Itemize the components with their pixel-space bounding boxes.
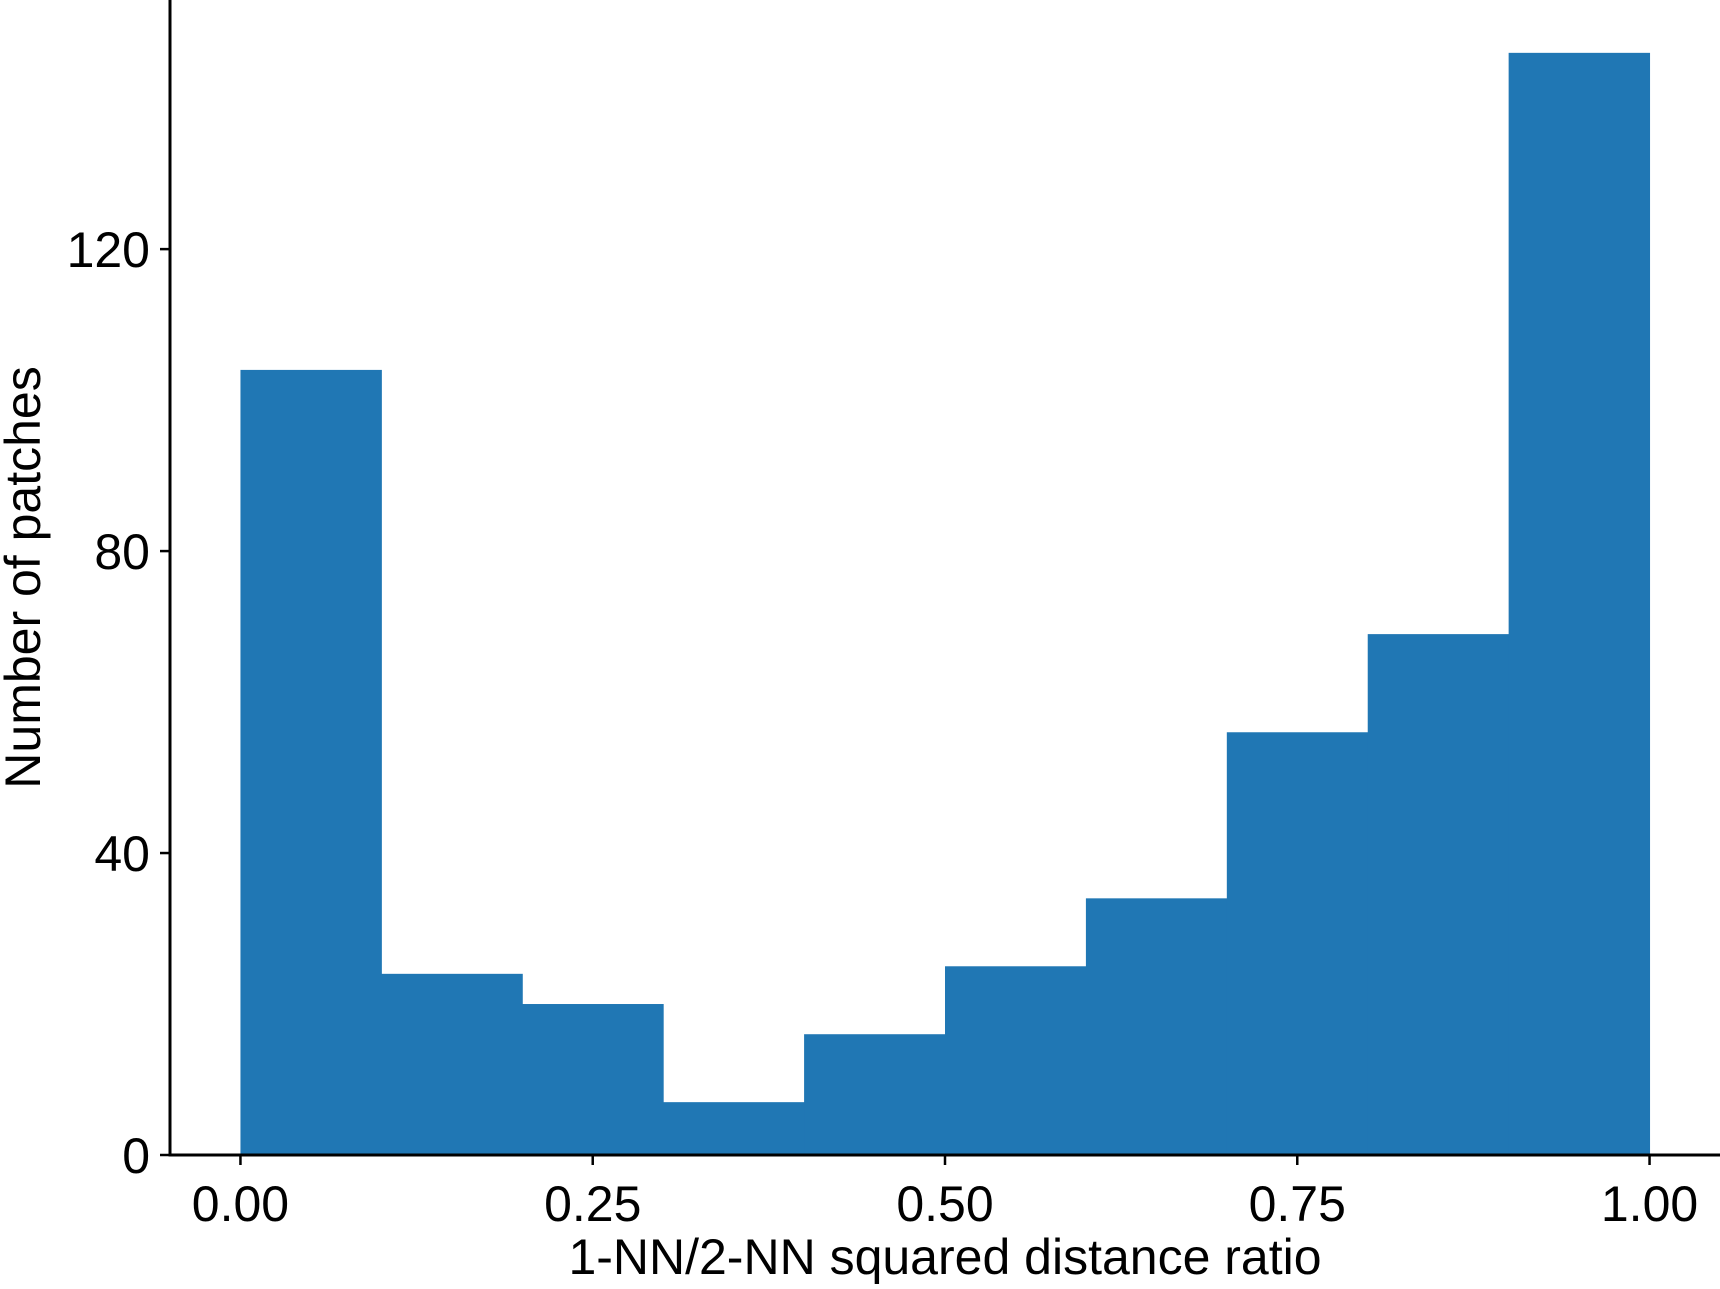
histogram-bar	[1085, 898, 1228, 1155]
histogram-bar	[1508, 52, 1651, 1155]
x-tick-label: 0.00	[192, 1176, 289, 1232]
histogram-bar	[240, 369, 382, 1155]
histogram-bar	[1367, 634, 1510, 1155]
y-axis-ticks: 0 40 80 120	[67, 222, 170, 1184]
y-tick-label: 80	[94, 524, 150, 580]
histogram-bar	[945, 966, 1087, 1155]
bars-group	[240, 52, 1651, 1155]
histogram-bar	[381, 973, 523, 1155]
y-tick-label: 0	[122, 1128, 150, 1184]
histogram-bar	[522, 1004, 664, 1155]
y-axis-label: Number of patches	[0, 366, 51, 788]
y-tick-label: 120	[67, 222, 150, 278]
histogram-bar	[663, 1102, 805, 1155]
x-axis-label: 1-NN/2-NN squared distance ratio	[568, 1229, 1321, 1284]
x-tick-label: 0.50	[896, 1176, 993, 1232]
x-tick-label: 1.00	[1601, 1176, 1698, 1232]
histogram-bar	[1226, 732, 1369, 1155]
x-tick-label: 0.75	[1249, 1176, 1346, 1232]
y-tick-label: 40	[94, 826, 150, 882]
histogram-bar	[804, 1034, 946, 1155]
x-tick-label: 0.25	[544, 1176, 641, 1232]
x-axis-ticks: 0.00 0.25 0.50 0.75 1.00	[192, 1155, 1698, 1232]
